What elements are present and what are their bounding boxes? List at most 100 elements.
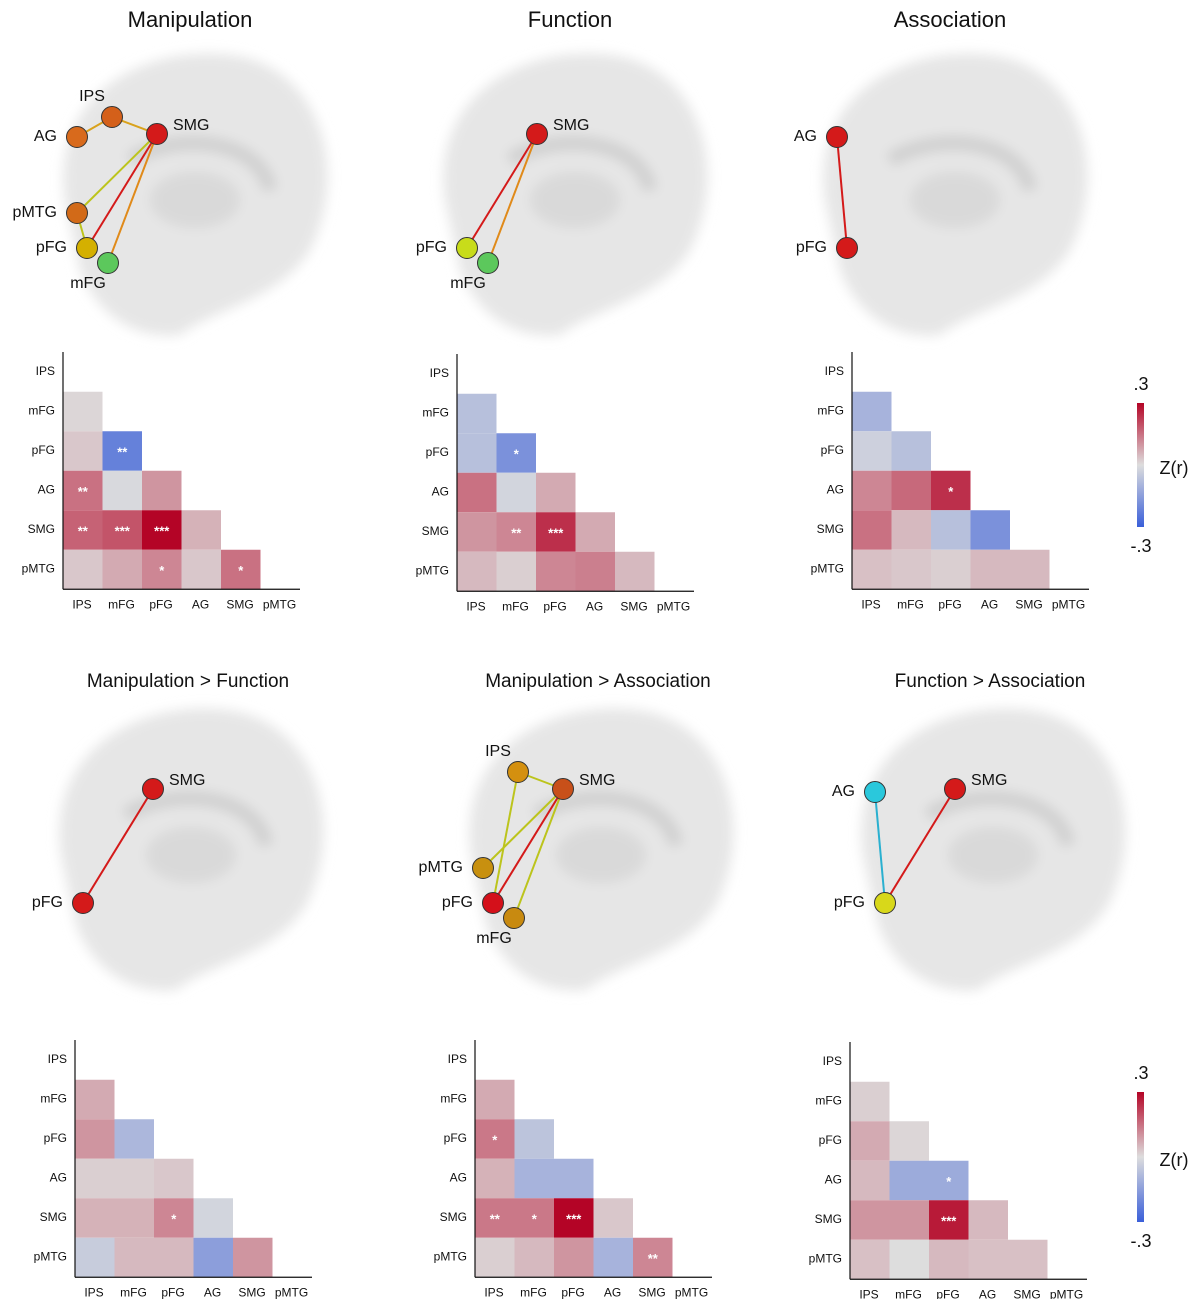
- x-tick-label: IPS: [84, 1285, 103, 1299]
- heatmap-cell: [891, 510, 931, 550]
- x-tick-label: IPS: [72, 597, 91, 611]
- heatmap-cell: [102, 431, 142, 471]
- significance: ***: [154, 523, 170, 538]
- y-tick-label: AG: [825, 1173, 842, 1187]
- x-tick-label: pMTG: [263, 597, 296, 611]
- brain-core: [530, 172, 620, 228]
- x-tick-label: pFG: [936, 1287, 959, 1299]
- heatmap-cell: [233, 1237, 273, 1278]
- x-tick-label: IPS: [484, 1285, 503, 1299]
- significance: *: [946, 1174, 952, 1189]
- y-tick-label: IPS: [36, 364, 55, 378]
- node-label: pMTG: [13, 204, 57, 221]
- heatmap-cell: [154, 1198, 194, 1238]
- colorbar-tick-label: -.3: [1130, 536, 1151, 556]
- heatmap-cell: [889, 1121, 929, 1161]
- significance: **: [648, 1251, 659, 1266]
- network-node: [66, 202, 88, 224]
- node-label: SMG: [579, 772, 615, 789]
- brain-fold: [532, 791, 683, 847]
- network-edge: [76, 133, 158, 214]
- heatmap-cell: [142, 470, 182, 511]
- y-tick-label: mFG: [815, 1094, 842, 1108]
- heatmap-cell: [457, 512, 497, 552]
- colorbar-tick-label: -.3: [1130, 1231, 1151, 1251]
- heatmap-cell: [193, 1237, 233, 1278]
- network-node: [72, 892, 94, 914]
- heatmap-cell: [536, 551, 576, 592]
- network-node: [482, 892, 504, 914]
- heatmap-cell: [554, 1158, 594, 1199]
- colorbar: [1137, 403, 1144, 527]
- network-edge: [884, 788, 956, 904]
- network-node: [944, 778, 966, 800]
- heatmap-cell: [593, 1237, 633, 1278]
- heatmap-cell: [75, 1119, 115, 1159]
- brain: [443, 53, 708, 336]
- heatmap-cell: [457, 393, 497, 434]
- significance: *: [171, 1211, 177, 1226]
- x-tick-label: pFG: [149, 597, 172, 611]
- y-tick-label: SMG: [28, 522, 55, 536]
- heatmap-cell: [931, 549, 971, 590]
- x-tick-label: IPS: [859, 1287, 878, 1299]
- heatmap-cell: [575, 512, 615, 552]
- significance: *: [492, 1132, 498, 1147]
- x-tick-label: AG: [979, 1287, 996, 1299]
- y-tick-label: AG: [50, 1171, 67, 1185]
- x-tick-label: pMTG: [1050, 1287, 1083, 1299]
- heatmap-cell: [514, 1158, 554, 1199]
- panel-title: Function > Association: [895, 671, 1086, 692]
- colorbar-label: Z(r): [1160, 1150, 1189, 1170]
- heatmap-cell: [514, 1237, 554, 1278]
- y-tick-label: IPS: [448, 1052, 467, 1066]
- y-tick-label: IPS: [825, 364, 844, 378]
- panel-title: Manipulation > Function: [87, 671, 289, 692]
- x-tick-label: mFG: [897, 597, 924, 611]
- heatmap-cell: [181, 549, 221, 590]
- network-node: [76, 237, 98, 259]
- node-label: pMTG: [419, 859, 463, 876]
- significance: *: [238, 563, 244, 578]
- brain-fold: [924, 791, 1075, 847]
- significance: **: [511, 525, 522, 540]
- heatmap-cell: [850, 1121, 890, 1161]
- significance: *: [532, 1211, 538, 1226]
- heatmap-cell: [633, 1237, 673, 1278]
- heatmap-cell: [514, 1119, 554, 1159]
- node-label: mFG: [476, 930, 512, 947]
- brain-fold: [506, 136, 657, 192]
- heatmap-cell: [75, 1079, 115, 1120]
- heatmap-cell: [496, 551, 536, 592]
- node-label: pFG: [442, 894, 473, 911]
- brain: [861, 708, 1126, 991]
- colorbar-tick-label: .3: [1133, 374, 1148, 394]
- network-node: [101, 106, 123, 128]
- node-label: pFG: [32, 894, 63, 911]
- significance: **: [78, 523, 89, 538]
- heatmap-cell: [554, 1237, 594, 1278]
- brain: [823, 53, 1088, 336]
- y-tick-label: mFG: [28, 404, 55, 418]
- y-tick-label: pMTG: [416, 564, 449, 578]
- heatmap-cell: [475, 1237, 515, 1278]
- network-node: [507, 761, 529, 783]
- colorbar: [1137, 1092, 1144, 1222]
- y-tick-label: AG: [450, 1171, 467, 1185]
- brain: [59, 708, 324, 991]
- node-label: pFG: [36, 239, 67, 256]
- brain-core: [150, 172, 240, 228]
- x-tick-label: SMG: [638, 1285, 665, 1299]
- network-edge: [86, 133, 158, 249]
- panel-title: Association: [894, 7, 1007, 32]
- heatmap-cell: [457, 433, 497, 473]
- network-node: [526, 123, 548, 145]
- heatmap-cell: [475, 1119, 515, 1159]
- heatmap-cell: [852, 431, 892, 471]
- heatmap-cell: [63, 549, 103, 590]
- heatmap-cell: [75, 1237, 115, 1278]
- heatmap-cell: [75, 1198, 115, 1238]
- brain-fold: [122, 791, 273, 847]
- heatmap-cell: [850, 1160, 890, 1201]
